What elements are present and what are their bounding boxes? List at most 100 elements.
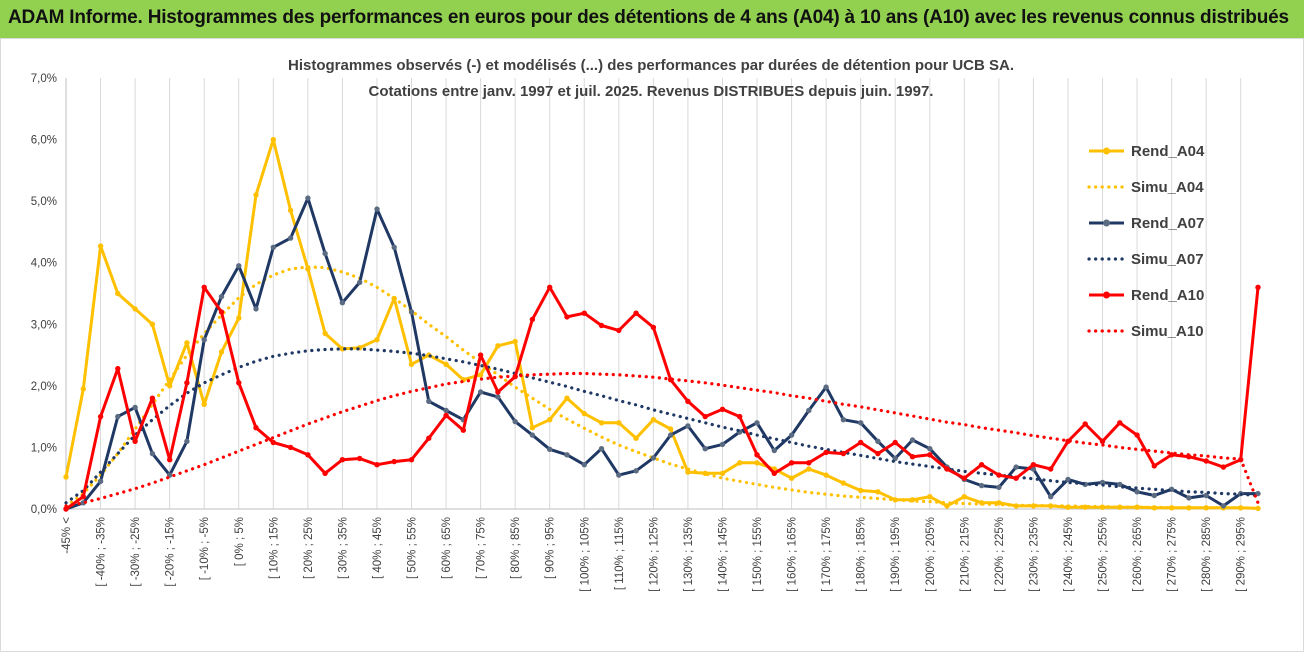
data-point xyxy=(1255,505,1261,512)
x-tick-label: [ 80% ; 85% xyxy=(510,517,522,579)
data-point xyxy=(132,438,138,444)
chart-title: Histogrammes observés (-) et modélisés (… xyxy=(288,57,1014,74)
data-point xyxy=(339,457,346,463)
data-point xyxy=(840,417,847,423)
data-point xyxy=(322,250,328,257)
x-tick-label: [ 240% ; 245% xyxy=(1063,517,1075,592)
data-point xyxy=(1203,458,1209,464)
y-tick-label: 3,0% xyxy=(31,319,57,331)
data-point xyxy=(408,361,415,367)
data-point xyxy=(1117,420,1123,426)
data-point xyxy=(633,468,639,474)
data-point xyxy=(685,423,691,429)
data-point xyxy=(875,450,881,457)
data-point xyxy=(253,306,259,312)
data-point xyxy=(547,284,553,290)
data-point xyxy=(650,417,657,423)
data-point xyxy=(927,446,933,452)
data-point xyxy=(892,439,898,446)
data-point xyxy=(477,372,484,378)
data-point xyxy=(702,413,708,420)
x-tick-label: [ 0% ; 5% xyxy=(234,517,246,566)
data-point xyxy=(702,446,708,452)
x-tick-label: [ -20% ; -15% xyxy=(165,517,177,587)
data-point xyxy=(1151,463,1158,469)
chart-series xyxy=(63,136,1261,512)
legend-item-simu-a04: Simu_A04 xyxy=(1087,179,1204,196)
y-tick-label: 4,0% xyxy=(31,258,57,270)
legend-label: Rend_A10 xyxy=(1131,287,1204,304)
data-point xyxy=(754,452,760,458)
data-point xyxy=(616,327,622,334)
data-point xyxy=(236,380,242,386)
data-point xyxy=(443,361,449,367)
chart-area: Histogrammes observés (-) et modélisés (… xyxy=(0,38,1304,652)
series-line-rend-a07 xyxy=(65,196,1258,511)
data-point xyxy=(978,462,985,468)
data-point xyxy=(1048,494,1054,500)
series-rend-a10 xyxy=(63,284,1261,512)
x-tick-label: [ 130% ; 135% xyxy=(683,517,695,592)
data-point xyxy=(598,322,605,329)
chart-gridlines xyxy=(65,78,1242,509)
data-point xyxy=(236,263,242,269)
data-point xyxy=(771,470,777,476)
legend-item-simu-a07: Simu_A07 xyxy=(1087,251,1204,268)
data-point xyxy=(788,432,795,438)
data-point xyxy=(408,457,415,463)
data-point xyxy=(132,306,138,312)
x-axis-ticks: -45% < [ -40% ; -35% [ -30% ; -25% [ -20% ;… xyxy=(61,517,1248,592)
legend-marker xyxy=(1103,147,1110,155)
data-point xyxy=(443,412,449,419)
data-point xyxy=(788,475,795,481)
x-tick-label: [ 10% ; 15% xyxy=(268,517,280,579)
data-point xyxy=(374,462,380,468)
data-point xyxy=(1134,432,1140,438)
data-point xyxy=(598,446,605,452)
data-point xyxy=(581,410,587,417)
data-point xyxy=(339,300,346,306)
x-tick-label: [ 70% ; 75% xyxy=(476,517,488,579)
x-tick-label: [ 250% ; 255% xyxy=(1098,517,1110,592)
x-tick-label: [ 260% ; 265% xyxy=(1132,517,1144,592)
data-point xyxy=(322,470,328,476)
data-point xyxy=(97,413,104,420)
data-point xyxy=(63,474,69,480)
data-point xyxy=(927,452,933,458)
x-tick-label: [ 270% ; 275% xyxy=(1167,517,1179,592)
data-point xyxy=(1220,464,1227,470)
x-tick-label: [ 150% ; 155% xyxy=(752,517,764,592)
data-point xyxy=(149,450,156,457)
data-point xyxy=(1220,503,1227,509)
data-point xyxy=(408,309,415,315)
data-point xyxy=(547,446,553,452)
x-tick-label: [ 210% ; 215% xyxy=(959,517,971,592)
data-point xyxy=(218,309,225,315)
data-point xyxy=(426,435,432,441)
data-point xyxy=(1030,462,1037,468)
data-point xyxy=(184,380,190,386)
data-point xyxy=(1082,504,1088,510)
data-point xyxy=(1168,452,1175,458)
x-tick-label: [ -40% ; -35% xyxy=(96,517,108,587)
data-point xyxy=(875,489,881,495)
legend-label: Simu_A07 xyxy=(1131,251,1204,268)
data-point xyxy=(1255,490,1261,497)
data-point xyxy=(996,472,1002,478)
data-point xyxy=(236,315,242,321)
data-point xyxy=(996,484,1002,491)
x-tick-label: [ 200% ; 205% xyxy=(925,517,937,592)
series-line-rend-a04 xyxy=(64,138,1259,510)
data-point xyxy=(1151,492,1158,499)
data-point xyxy=(1117,481,1123,488)
data-point xyxy=(1186,495,1192,501)
data-point xyxy=(858,487,864,494)
data-point xyxy=(581,462,587,468)
data-point xyxy=(840,480,847,486)
data-point xyxy=(149,321,156,327)
x-tick-label: [ 120% ; 125% xyxy=(648,517,660,592)
data-point xyxy=(115,365,121,372)
x-tick-label: [ 280% ; 285% xyxy=(1201,517,1213,592)
data-point xyxy=(80,386,87,392)
data-point xyxy=(305,452,311,458)
